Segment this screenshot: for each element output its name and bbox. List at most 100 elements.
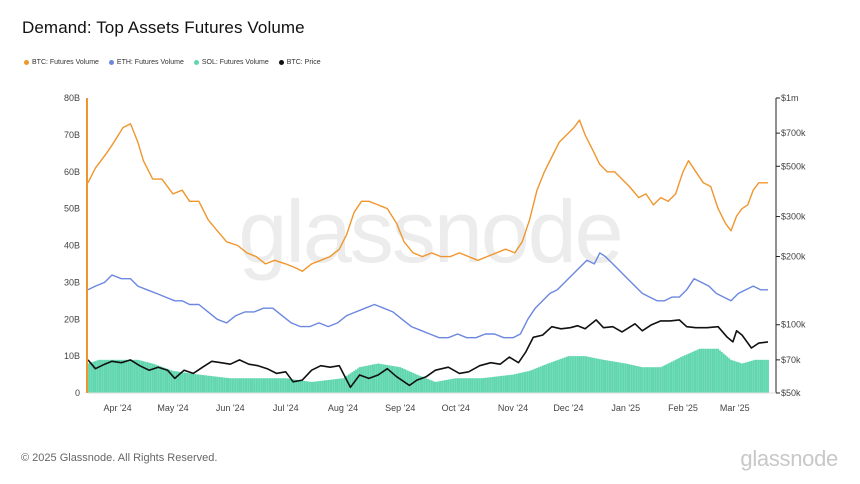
sol-volume-bar bbox=[473, 378, 476, 393]
sol-volume-bar bbox=[260, 378, 263, 393]
copyright-footer: © 2025 Glassnode. All Rights Reserved. bbox=[21, 452, 218, 464]
sol-volume-bar bbox=[279, 378, 282, 393]
sol-volume-bar bbox=[737, 362, 740, 393]
axes-layer: 0 10B 20B 30B 40B 50B 60B 70B 80B $50k $70k $100k $2… bbox=[64, 93, 806, 413]
legend-item-btc-price[interactable]: BTC: Price bbox=[278, 59, 321, 66]
x-tick-label: Apr '24 bbox=[103, 403, 131, 413]
sol-volume-bar bbox=[319, 380, 322, 393]
sol-volume-bar bbox=[229, 378, 232, 393]
sol-volume-bar bbox=[135, 359, 137, 393]
sol-volume-bar bbox=[464, 378, 466, 393]
sol-volume-bar bbox=[484, 377, 487, 393]
sol-volume-bar bbox=[756, 359, 758, 393]
sol-volume-bar bbox=[395, 366, 398, 393]
sol-volume-bar bbox=[589, 357, 592, 393]
sol-volume-bar bbox=[752, 360, 755, 393]
sol-volume-bar bbox=[194, 374, 197, 393]
sol-volume-bar bbox=[610, 361, 612, 393]
sol-volume-bar bbox=[419, 376, 422, 393]
sol-volume-bar bbox=[125, 359, 128, 393]
y-left-tick-label: 50B bbox=[64, 204, 80, 214]
sol-volume-bar bbox=[238, 378, 241, 393]
sol-volume-bar bbox=[366, 365, 368, 393]
legend-item-btc-volume[interactable]: BTC: Futures Volume bbox=[24, 59, 99, 66]
sol-volume-bar bbox=[761, 359, 764, 393]
sol-volume-bar bbox=[676, 358, 679, 393]
sol-volume-bar bbox=[345, 375, 348, 393]
sol-volume-bar bbox=[451, 378, 453, 393]
sol-volume-bar bbox=[571, 356, 574, 393]
sol-volume-bar bbox=[185, 372, 187, 393]
sol-volume-bar bbox=[678, 357, 681, 393]
sol-volume-bar bbox=[199, 374, 202, 393]
sol-volume-bar bbox=[386, 365, 389, 393]
sol-volume-bar bbox=[258, 378, 261, 393]
sol-volume-bar bbox=[240, 378, 243, 393]
y-right-tick-label: $200k bbox=[781, 251, 806, 261]
y-left-tick-label: 40B bbox=[64, 241, 80, 251]
sol-volume-bar bbox=[423, 377, 426, 393]
sol-volume-bar bbox=[196, 374, 198, 393]
x-tick-label: Jun '24 bbox=[216, 403, 245, 413]
sol-volume-bar bbox=[495, 376, 498, 393]
sol-volume-bar bbox=[242, 378, 245, 393]
glassnode-logo[interactable]: glassnode bbox=[740, 446, 838, 471]
sol-volume-bar bbox=[377, 363, 380, 393]
sol-volume-bar bbox=[360, 366, 363, 393]
sol-volume-bar bbox=[489, 377, 492, 393]
sol-volume-bar bbox=[586, 356, 588, 393]
sol-volume-bar bbox=[262, 378, 265, 393]
sol-volume-bar bbox=[648, 367, 651, 393]
sol-volume-bar bbox=[417, 375, 420, 393]
y-left-tick-label: 20B bbox=[64, 314, 80, 324]
sol-volume-bar bbox=[763, 359, 766, 393]
sol-volume-bar bbox=[552, 361, 555, 393]
sol-volume-bar bbox=[118, 359, 121, 393]
watermark-layer: glassnode bbox=[238, 182, 623, 281]
legend-item-eth-volume[interactable]: ETH: Futures Volume bbox=[108, 59, 184, 66]
sol-volume-bar bbox=[454, 378, 457, 393]
sol-volume-bar bbox=[569, 356, 572, 393]
sol-volume-bar bbox=[340, 378, 343, 393]
sol-volume-bar bbox=[539, 366, 542, 393]
sol-volume-bar bbox=[445, 379, 448, 393]
sol-volume-bar bbox=[266, 378, 269, 393]
sol-volume-bar bbox=[201, 374, 204, 393]
sol-volume-bar bbox=[667, 363, 670, 393]
sol-volume-bar bbox=[504, 375, 507, 393]
sol-volume-bar bbox=[746, 361, 749, 393]
sol-volume-bar bbox=[172, 370, 174, 393]
sol-volume-bar bbox=[739, 362, 742, 393]
sol-volume-bar bbox=[410, 372, 413, 393]
sol-volume-bar bbox=[342, 378, 344, 393]
sol-volume-bar bbox=[689, 352, 692, 393]
sol-volume-bar bbox=[210, 376, 213, 393]
sol-volume-bar bbox=[462, 378, 465, 393]
sol-volume-bar bbox=[523, 372, 525, 393]
sol-volume-bar bbox=[288, 378, 291, 393]
sol-volume-bar bbox=[221, 377, 224, 393]
sol-volume-bar bbox=[578, 356, 581, 393]
sol-volume-bar bbox=[635, 365, 638, 393]
sol-volume-bar bbox=[580, 356, 583, 393]
sol-volume-bar bbox=[166, 368, 169, 393]
sol-volume-bar bbox=[730, 359, 732, 393]
sol-volume-bar bbox=[308, 381, 311, 393]
sol-volume-bar bbox=[277, 378, 280, 393]
y-left-tick-label: 80B bbox=[64, 93, 80, 103]
sol-volume-bar bbox=[323, 380, 326, 393]
y-right-tick-label: $300k bbox=[781, 212, 806, 222]
sol-volume-bar bbox=[512, 374, 514, 393]
sol-volume-bar bbox=[281, 378, 283, 393]
sol-volume-bar bbox=[321, 380, 324, 393]
sol-volume-bar bbox=[116, 359, 119, 393]
sol-volume-bar bbox=[349, 373, 352, 393]
sol-volume-bar bbox=[362, 366, 365, 393]
legend-label-eth-volume: ETH: Futures Volume bbox=[116, 59, 184, 66]
sol-volume-bar bbox=[713, 348, 716, 393]
y-right-tick-label: $50k bbox=[781, 388, 801, 398]
sol-volume-bar bbox=[671, 361, 673, 393]
sol-volume-bar bbox=[707, 348, 710, 393]
legend-item-sol-volume[interactable]: SOL: Futures Volume bbox=[193, 59, 269, 66]
sol-volume-bar bbox=[700, 348, 703, 393]
